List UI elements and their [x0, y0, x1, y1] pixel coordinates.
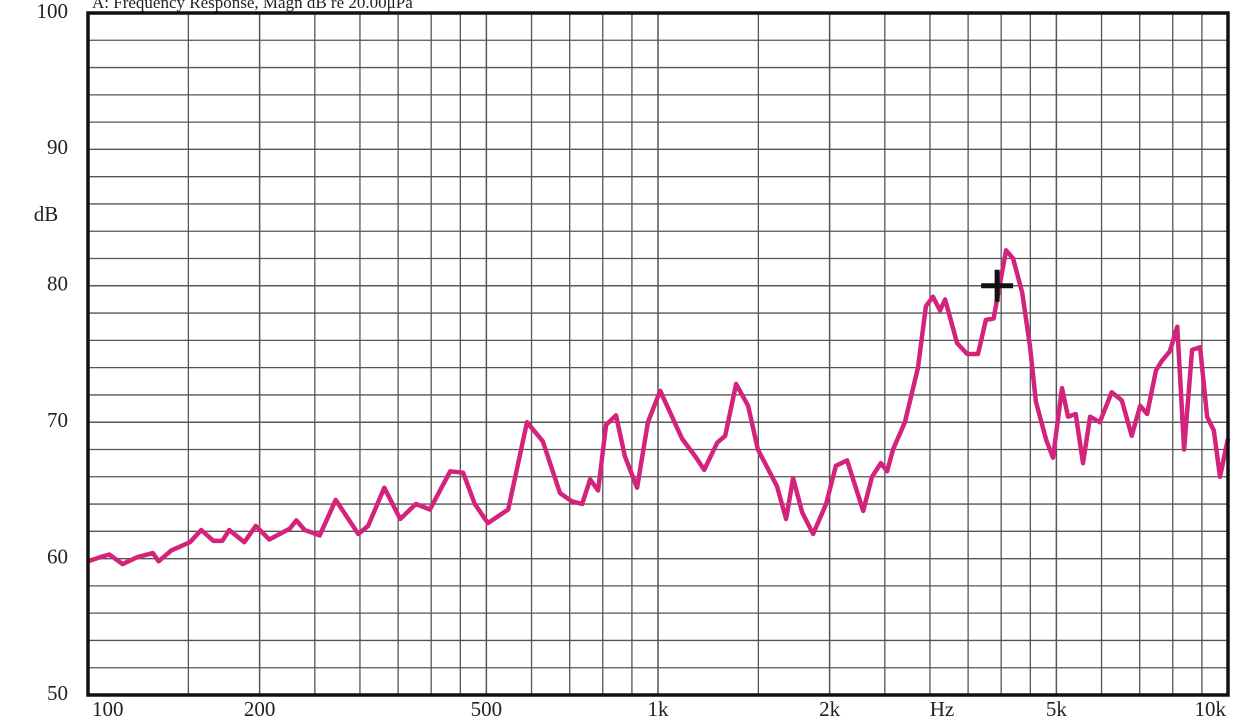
- plot-frame: [86, 11, 1230, 697]
- cursor-marker: [981, 269, 1014, 302]
- y-tick-label: 90: [47, 135, 68, 159]
- y-axis-label: dB: [34, 202, 59, 226]
- x-tick-label: 10k: [1195, 697, 1227, 721]
- y-tick-label: 60: [47, 544, 68, 568]
- data-line: [87, 248, 1231, 567]
- y-tick-label: 70: [47, 408, 68, 432]
- y-tick-label: 50: [47, 681, 68, 705]
- x-tick-label: 200: [244, 697, 276, 721]
- x-tick-label: 2k: [819, 697, 841, 721]
- x-tick-label: 500: [471, 697, 503, 721]
- x-tick-label: 5k: [1046, 697, 1068, 721]
- y-tick-label: 80: [47, 272, 68, 296]
- x-tick-label: 1k: [648, 697, 670, 721]
- x-axis-label: Hz: [930, 697, 955, 721]
- chart-title: A: Frequency Response, Magn dB re 20.00μ…: [92, 0, 413, 12]
- y-tick-label: 100: [37, 0, 69, 23]
- x-tick-label: 100: [92, 697, 124, 721]
